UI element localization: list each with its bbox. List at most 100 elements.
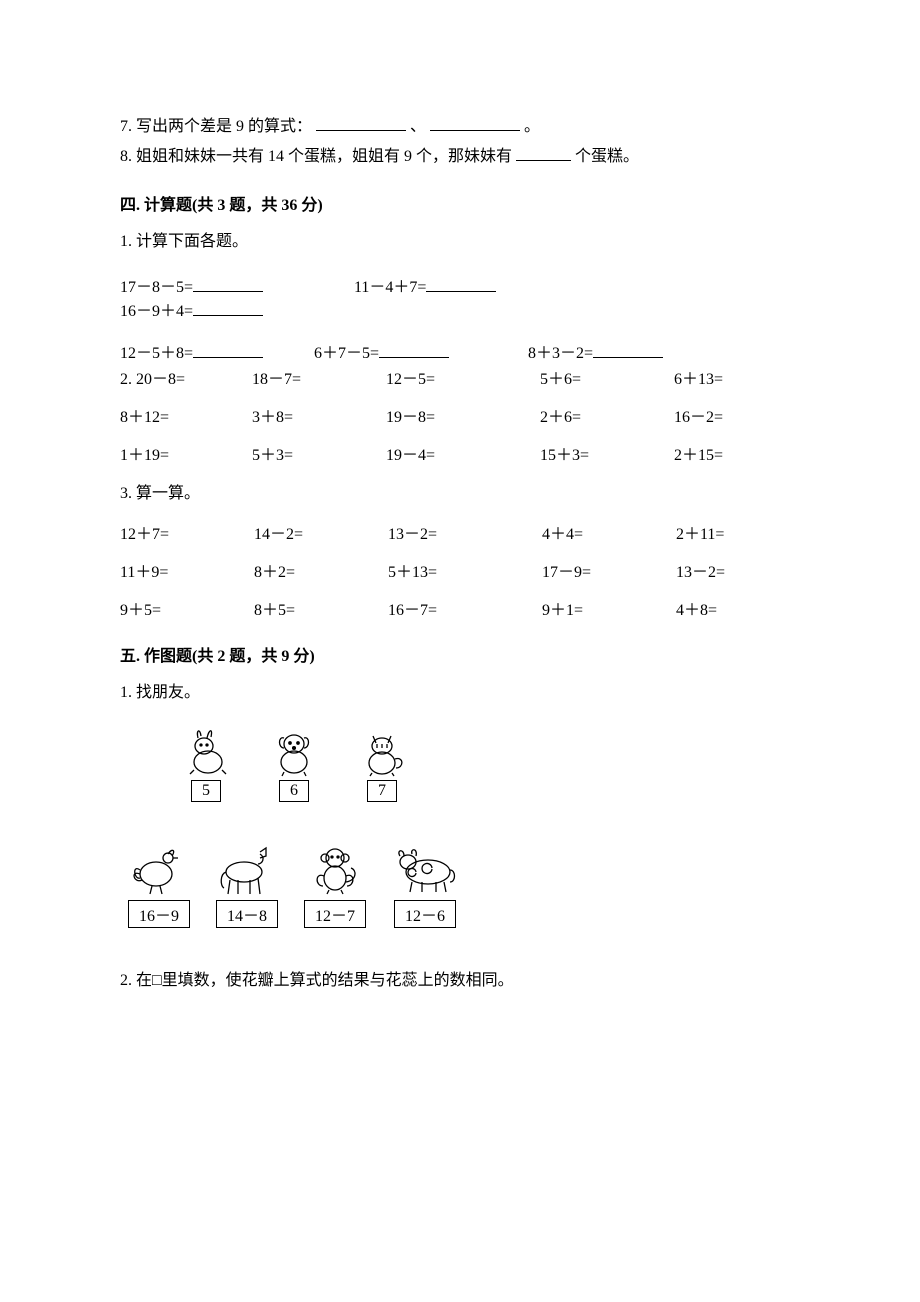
expr-box: 16－9: [128, 900, 190, 928]
expr: 19－4=: [386, 447, 435, 464]
expr: 5＋6=: [540, 371, 581, 388]
expr: 20－8=: [136, 371, 185, 388]
s5q1-title: 1. 找朋友。: [120, 680, 800, 706]
calc-cell: 4＋8=: [676, 596, 786, 620]
expr: 12＋7=: [120, 526, 169, 543]
expr: 16－7=: [388, 602, 437, 619]
calc-cell: 19－8=: [386, 403, 536, 427]
s4q2-row-0: 2. 20－8= 18－7= 12－5= 5＋6= 6＋13=: [120, 365, 800, 389]
calc-cell: 6＋13=: [674, 365, 784, 389]
calc-cell: 5＋13=: [388, 558, 538, 582]
worksheet-page: 7. 写出两个差是 9 的算式： 、 。 8. 姐姐和妹妹一共有 14 个蛋糕，…: [0, 0, 920, 1058]
number-box: 6: [279, 780, 309, 802]
s5q1-bottom-item: 12－6: [392, 842, 458, 928]
q7-blank-1[interactable]: [316, 114, 406, 131]
q7-sep: 、: [410, 118, 426, 135]
q7-blank-2[interactable]: [430, 114, 520, 131]
expr: 6＋7－5=: [314, 345, 379, 362]
expr: 13－2=: [676, 564, 725, 581]
expr: 2＋15=: [674, 447, 723, 464]
expr: 17－9=: [542, 564, 591, 581]
calc-cell: 13－2=: [388, 520, 538, 544]
answer-blank[interactable]: [379, 341, 449, 358]
expr: 8＋2=: [254, 564, 295, 581]
calc-cell: 1＋19=: [120, 441, 248, 465]
calc-cell: 5＋3=: [252, 441, 382, 465]
calc-cell: 2＋6=: [540, 403, 670, 427]
expr: 2＋6=: [540, 409, 581, 426]
number-box: 5: [191, 780, 221, 802]
s4q3-row-2: 9＋5= 8＋5= 16－7= 9＋1= 4＋8=: [120, 596, 800, 620]
cow-icon: [392, 842, 458, 898]
calc-cell: 8＋5=: [254, 596, 384, 620]
s4q1-row-1: 17－8－5= 11－4＋7= 16－9＋4=: [120, 273, 800, 321]
q7-prefix: 7. 写出两个差是 9 的算式：: [120, 118, 312, 135]
answer-blank[interactable]: [193, 275, 263, 292]
s4q1-title: 1. 计算下面各题。: [120, 229, 800, 255]
s4q3-row-0: 12＋7= 14－2= 13－2= 4＋4= 2＋11=: [120, 520, 800, 544]
calc-cell: 8＋2=: [254, 558, 384, 582]
question-7: 7. 写出两个差是 9 的算式： 、 。: [120, 114, 800, 140]
expr: 8＋3－2=: [528, 345, 593, 362]
calc-cell: 9＋5=: [120, 596, 250, 620]
number-box: 7: [367, 780, 397, 802]
s5q1-bottom-item: 14－8: [216, 842, 278, 928]
calc-cell: 19－4=: [386, 441, 536, 465]
expr: 12－5=: [386, 371, 435, 388]
calc-cell: 12－5=: [386, 365, 536, 389]
answer-blank[interactable]: [193, 299, 263, 316]
s4q3-row-1: 11＋9= 8＋2= 5＋13= 17－9= 13－2=: [120, 558, 800, 582]
expr: 19－8=: [386, 409, 435, 426]
calc-cell: 2＋15=: [674, 441, 784, 465]
expr: 8＋5=: [254, 602, 295, 619]
s4q1-row-2: 12－5＋8= 6＋7－5= 8＋3－2=: [120, 339, 800, 363]
dog-icon: [268, 726, 320, 778]
expr: 14－2=: [254, 526, 303, 543]
calc-cell: 2＋11=: [676, 520, 786, 544]
expr: 5＋13=: [388, 564, 437, 581]
calc-cell: 13－2=: [676, 558, 786, 582]
calc-cell: 18－7=: [252, 365, 382, 389]
answer-blank[interactable]: [593, 341, 663, 358]
calc-cell: 16－2=: [674, 403, 784, 427]
calc-cell: 15＋3=: [540, 441, 670, 465]
s5q1-top-item: 7: [356, 726, 408, 802]
calc-cell: 3＋8=: [252, 403, 382, 427]
expr: 9＋5=: [120, 602, 161, 619]
s4q2-leader: 2.: [120, 371, 132, 388]
s5q1-top-row: 5 6: [180, 726, 800, 802]
expr: 16－9＋4=: [120, 303, 193, 320]
section-5-heading: 五. 作图题(共 2 题，共 9 分): [120, 642, 800, 666]
cat-icon: [356, 726, 408, 778]
expr: 11＋9=: [120, 564, 168, 581]
calc-cell: 14－2=: [254, 520, 384, 544]
expr: 4＋4=: [542, 526, 583, 543]
q8-suffix: 个蛋糕。: [575, 148, 639, 165]
expr: 13－2=: [388, 526, 437, 543]
s4q3-title: 3. 算一算。: [120, 481, 800, 507]
answer-blank[interactable]: [193, 341, 263, 358]
section-4-heading: 四. 计算题(共 3 题，共 36 分): [120, 191, 800, 215]
calc-cell: 8＋3－2=: [528, 339, 728, 363]
expr: 18－7=: [252, 371, 301, 388]
calc-cell: 16－9＋4=: [120, 297, 340, 321]
rabbit-icon: [180, 726, 232, 778]
expr: 8＋12=: [120, 409, 169, 426]
calc-cell: 11－4＋7=: [354, 273, 584, 297]
calc-cell: 8＋12=: [120, 403, 248, 427]
calc-cell: 11＋9=: [120, 558, 250, 582]
expr-box: 14－8: [216, 900, 278, 928]
monkey-icon: [307, 842, 363, 898]
calc-cell: 17－9=: [542, 558, 672, 582]
calc-cell: 12＋7=: [120, 520, 250, 544]
q8-prefix: 8. 姐姐和妹妹一共有 14 个蛋糕，姐姐有 9 个，那妹妹有: [120, 148, 512, 165]
answer-blank[interactable]: [426, 275, 496, 292]
expr: 1＋19=: [120, 447, 169, 464]
s5q2-title: 2. 在□里填数，使花瓣上算式的结果与花蕊上的数相同。: [120, 968, 800, 994]
expr-box: 12－6: [394, 900, 456, 928]
calc-cell: 5＋6=: [540, 365, 670, 389]
s4q2-row-1: 8＋12= 3＋8= 19－8= 2＋6= 16－2=: [120, 403, 800, 427]
q8-blank[interactable]: [516, 144, 571, 161]
question-8: 8. 姐姐和妹妹一共有 14 个蛋糕，姐姐有 9 个，那妹妹有 个蛋糕。: [120, 144, 800, 170]
calc-cell: 12－5＋8=: [120, 339, 310, 363]
